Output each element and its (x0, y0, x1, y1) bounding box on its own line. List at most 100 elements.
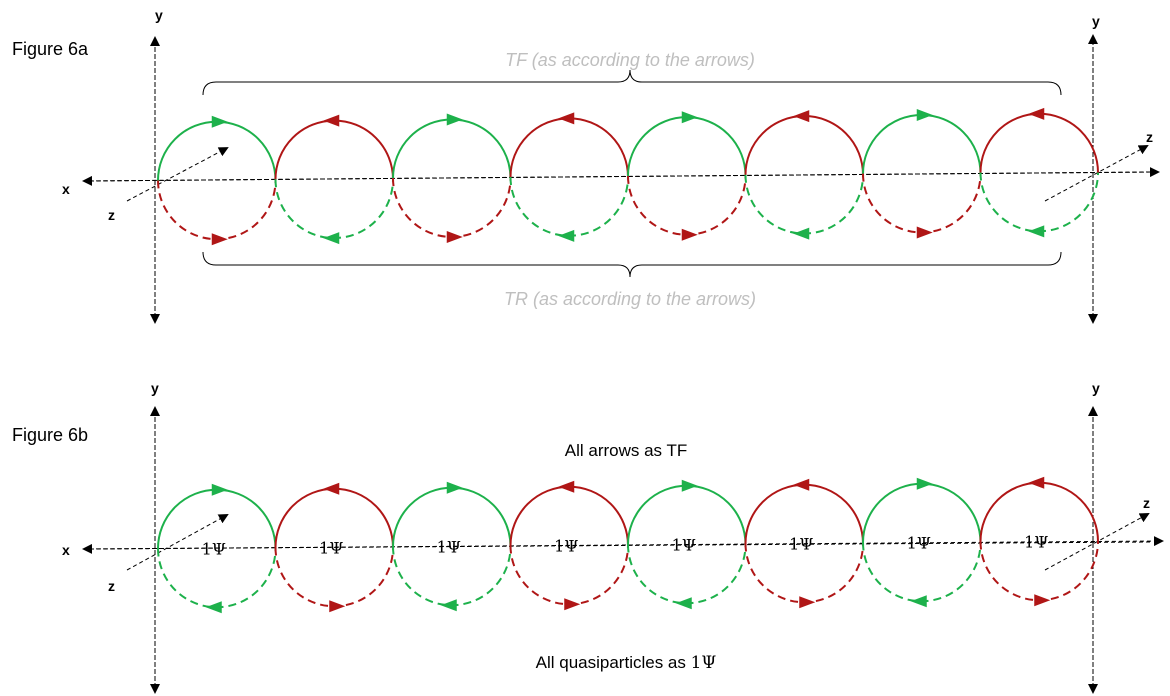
figure-6b-bottom-caption: All quasiparticles as 1Ψ (536, 653, 717, 673)
circle-lower-arrow (329, 600, 346, 613)
figure-6a-right-z-axis (1044, 145, 1149, 202)
figure-6a-x-label: x (62, 181, 70, 197)
quasiparticle-circle: 1Ψ (157, 483, 277, 614)
quasiparticle-circle (979, 107, 1099, 238)
circle-lower-arrow (323, 232, 340, 245)
figure-6b-right-y-label: y (1092, 380, 1100, 396)
figure-6a-left-y-label: y (155, 7, 163, 23)
circle-lower-arc (274, 179, 394, 239)
figure-6b-x-axis-right (89, 536, 1164, 550)
figure-6b-left-z-label: z (108, 578, 115, 594)
circle-lower-arrow (799, 596, 816, 609)
quasiparticle-circle (157, 115, 277, 246)
figure-6a-left-z-label: z (108, 207, 115, 223)
figure-6b: Figure 6b All arrows as TF All quasipart… (12, 380, 1164, 694)
figure-6a-top-brace (202, 69, 1062, 96)
figure-6a-right-z-label: z (1146, 129, 1153, 145)
quasiparticle-circle (862, 108, 982, 239)
figure-6a-bottom-caption: TR (as according to the arrows) (504, 289, 756, 309)
circle-upper-arrow (446, 481, 463, 494)
figure-6a-left-z-axis (126, 147, 229, 202)
circle-upper-arrow (558, 480, 575, 493)
figure-6b-bottom-caption-symbol: 1Ψ (691, 653, 717, 673)
quasiparticle-circle (274, 114, 394, 245)
quasiparticle-circle: 1Ψ (392, 481, 512, 612)
figure-6a: Figure 6a TF (as according to the arrows… (12, 7, 1160, 324)
quasiparticle-circle: 1Ψ (627, 479, 747, 610)
figure-6b-top-caption: All arrows as TF (565, 441, 688, 460)
circle-label: 1Ψ (437, 538, 461, 557)
circle-lower-arc (862, 173, 982, 234)
circle-upper-arrow (793, 478, 810, 491)
figure-6b-x-label: x (62, 542, 70, 558)
circle-upper-arc (862, 114, 982, 174)
figure-6b-left-z-axis (126, 514, 229, 571)
circle-lower-arrow (916, 226, 933, 239)
circle-lower-arrow (793, 227, 810, 240)
circle-lower-arrow (558, 229, 575, 242)
circle-upper-arc (392, 118, 512, 179)
circle-lower-arrow (211, 233, 228, 246)
circle-lower-arrow (675, 597, 692, 610)
circle-label: 1Ψ (672, 536, 696, 555)
circle-label: 1Ψ (789, 535, 813, 554)
circle-upper-arrow (681, 479, 698, 492)
circle-label: 1Ψ (1024, 533, 1048, 552)
quasiparticle-circle: 1Ψ (744, 478, 864, 609)
circle-lower-arc (392, 178, 512, 238)
circle-upper-arc (509, 117, 629, 178)
figure-6b-left-y-label: y (151, 380, 159, 396)
figure-6a-bottom-brace (202, 251, 1062, 278)
circle-lower-arrow (1028, 225, 1045, 238)
circle-lower-arrow (681, 228, 698, 241)
figure-6a-quasiparticle-chain (157, 107, 1099, 246)
circle-upper-arrow (1028, 476, 1045, 489)
quasiparticle-circle (509, 112, 629, 242)
quasiparticle-circle (392, 113, 512, 243)
circle-upper-arc (157, 120, 277, 181)
circle-label: 1Ψ (319, 539, 343, 558)
circle-upper-arc (627, 116, 747, 176)
circle-upper-arrow (211, 483, 228, 496)
circle-upper-arrow (323, 482, 340, 495)
circle-lower-arc (157, 180, 277, 241)
circle-label: 1Ψ (202, 540, 226, 559)
figure-6b-right-z-label: z (1143, 495, 1150, 511)
figure-6a-top-caption: TF (as according to the arrows) (505, 50, 755, 70)
circle-upper-arrow (323, 114, 340, 127)
circle-upper-arrow (681, 111, 698, 124)
circle-upper-arrow (558, 112, 575, 125)
quasiparticle-circle: 1Ψ (862, 477, 982, 608)
circle-lower-arrow (446, 230, 463, 243)
figure-6b-quasiparticle-chain: 1Ψ 1Ψ 1Ψ 1Ψ 1Ψ 1Ψ 1Ψ 1Ψ (157, 476, 1099, 614)
circle-upper-arrow (916, 108, 933, 121)
circle-lower-arrow (564, 598, 581, 611)
circle-upper-arrow (793, 110, 810, 123)
circle-upper-arc (979, 112, 1099, 173)
circle-upper-arrow (916, 477, 933, 490)
figure-6b-right-z-axis (1044, 513, 1150, 571)
quasiparticle-circle: 1Ψ (509, 480, 629, 611)
circle-lower-arc (627, 175, 747, 236)
circle-lower-arrow (910, 595, 927, 608)
quasiparticle-circle: 1Ψ (979, 476, 1099, 607)
circle-label: 1Ψ (907, 534, 931, 553)
circle-lower-arrow (440, 599, 457, 612)
circle-lower-arrow (205, 601, 222, 614)
circle-upper-arrow (446, 113, 463, 126)
circle-upper-arc (274, 119, 394, 180)
circle-upper-arc (744, 115, 864, 175)
circle-upper-arrow (1028, 107, 1045, 120)
figure-6a-title: Figure 6a (12, 39, 89, 59)
circle-lower-arrow (1034, 594, 1051, 607)
circle-lower-arc (979, 172, 1099, 233)
circle-upper-arrow (211, 115, 228, 128)
circle-lower-arc (744, 174, 864, 235)
figure-6b-bottom-caption-text: All quasiparticles as (536, 653, 691, 672)
circle-label: 1Ψ (554, 537, 578, 556)
quasiparticle-circle: 1Ψ (274, 482, 394, 613)
circle-lower-arc (509, 177, 629, 237)
quasiparticle-circle (744, 110, 864, 240)
figure-6b-title: Figure 6b (12, 425, 88, 445)
